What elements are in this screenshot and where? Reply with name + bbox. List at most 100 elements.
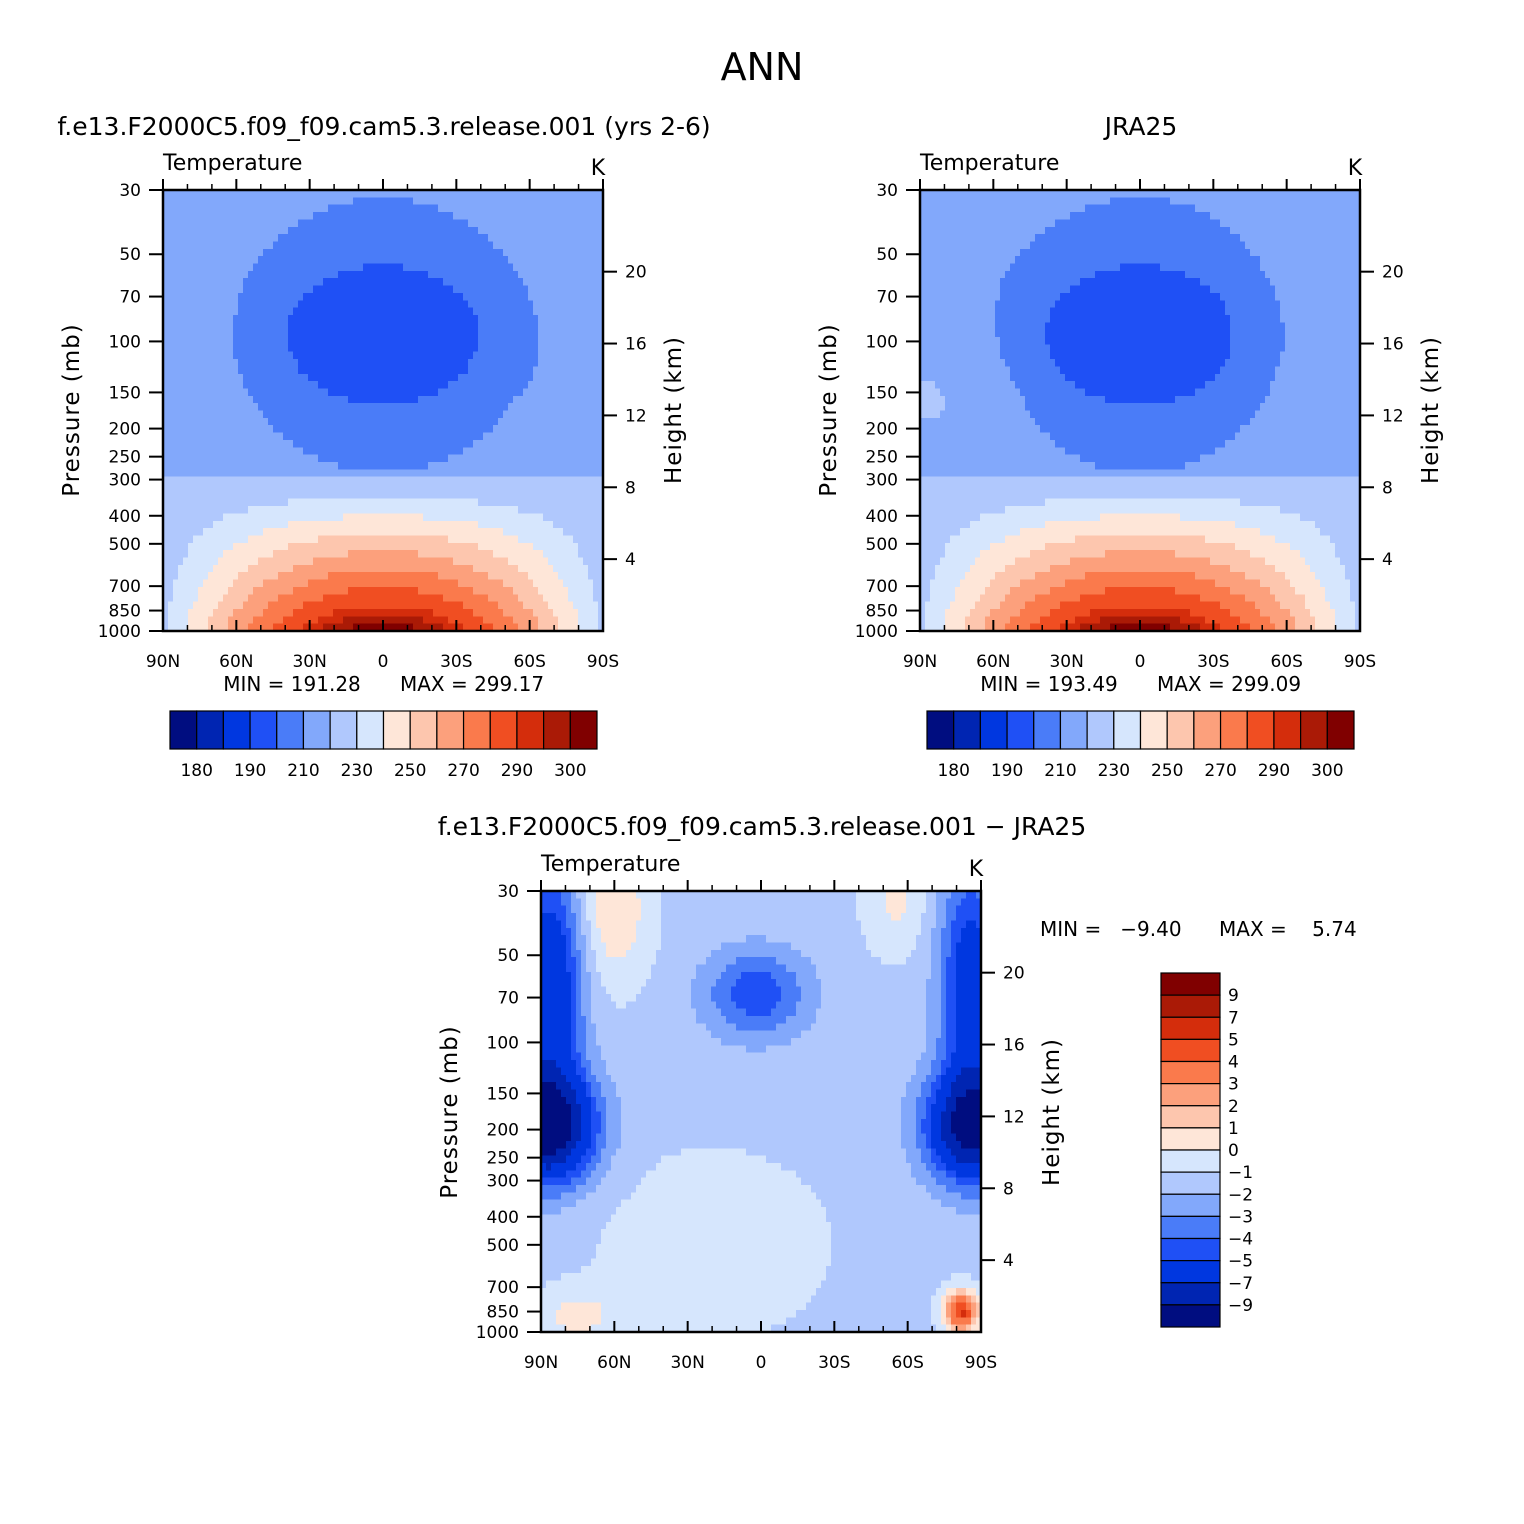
contour-cell	[163, 359, 169, 367]
contour-cell	[218, 366, 224, 375]
contour-cell	[188, 285, 194, 294]
contour-cell	[373, 226, 379, 235]
contour-cell	[258, 491, 264, 500]
contour-cell	[443, 248, 449, 257]
contour-cell	[308, 586, 314, 595]
contour-cell	[438, 395, 444, 404]
contour-cell	[188, 484, 194, 492]
contour-cell	[468, 403, 474, 412]
contour-cell	[213, 351, 219, 360]
contour-cell	[333, 579, 339, 588]
contour-cell	[503, 292, 509, 301]
contour-cell	[203, 307, 209, 316]
contour-cell	[443, 579, 449, 588]
contour-cell	[578, 219, 584, 228]
contour-cell	[468, 513, 474, 522]
contour-cell	[483, 307, 489, 316]
contour-cell	[448, 513, 454, 522]
contour-cell	[198, 388, 204, 397]
contour-cell	[478, 395, 484, 404]
contour-cell	[313, 461, 319, 470]
contour-cell	[193, 226, 199, 235]
contour-cell	[193, 292, 199, 301]
contour-cell	[458, 535, 464, 544]
contour-cell	[338, 403, 344, 412]
contour-cell	[393, 469, 399, 478]
contour-cell	[393, 314, 399, 323]
contour-cell	[323, 528, 329, 537]
contour-cell	[508, 484, 514, 492]
contour-cell	[228, 454, 234, 463]
contour-cell	[428, 359, 434, 367]
contour-cell	[288, 322, 294, 331]
contour-cell	[338, 212, 344, 220]
contour-cell	[348, 263, 354, 272]
contour-cell	[308, 513, 314, 522]
contour-cell	[173, 226, 179, 235]
contour-cell	[178, 454, 184, 463]
contour-cell	[568, 520, 574, 529]
contour-cell	[393, 432, 399, 441]
contour-cell	[348, 528, 354, 537]
contour-cell	[423, 586, 429, 595]
contour-cell	[178, 535, 184, 544]
contour-cell	[558, 256, 564, 265]
contour-cell	[448, 403, 454, 412]
contour-cell	[278, 395, 284, 404]
contour-cell	[583, 226, 589, 235]
contour-cell	[418, 498, 424, 507]
contour-cell	[433, 337, 439, 345]
contour-cell	[483, 204, 489, 213]
contour-cell	[473, 520, 479, 529]
contour-cell	[408, 204, 414, 213]
contour-cell	[213, 542, 219, 551]
contour-cell	[213, 226, 219, 235]
contour-cell	[228, 439, 234, 448]
contour-cell	[273, 564, 279, 573]
contour-cell	[548, 270, 554, 279]
contour-cell	[248, 417, 254, 426]
contour-cell	[248, 381, 254, 390]
contour-cell	[593, 447, 599, 456]
contour-cell	[258, 226, 264, 235]
contour-cell	[338, 454, 344, 463]
contour-cell	[578, 270, 584, 279]
contour-cell	[208, 307, 214, 316]
contour-cell	[353, 190, 359, 198]
contour-cell	[583, 322, 589, 331]
contour-cell	[428, 300, 434, 309]
contour-cell	[413, 586, 419, 595]
contour-cell	[228, 461, 234, 470]
contour-cell	[528, 395, 534, 404]
contour-cell	[468, 359, 474, 367]
contour-cell	[518, 432, 524, 441]
contour-cell	[573, 498, 579, 507]
contour-cell	[553, 439, 559, 448]
contour-cell	[548, 256, 554, 265]
contour-cell	[428, 601, 434, 610]
contour-cell	[428, 278, 434, 287]
contour-cell	[463, 586, 469, 595]
contour-cell	[443, 403, 449, 412]
contour-cell	[408, 322, 414, 331]
contour-cell	[298, 506, 304, 514]
contour-cell	[533, 410, 539, 419]
contour-cell	[348, 410, 354, 419]
contour-cell	[518, 204, 524, 213]
contour-cell	[568, 292, 574, 301]
contour-cell	[528, 410, 534, 419]
contour-cell	[263, 572, 269, 581]
contour-cell	[173, 410, 179, 419]
contour-cell	[353, 410, 359, 419]
contour-cell	[553, 314, 559, 323]
contour-cell	[478, 586, 484, 595]
contour-cell	[443, 285, 449, 294]
contour-cell	[293, 337, 299, 345]
contour-cell	[303, 410, 309, 419]
contour-cell	[283, 248, 289, 257]
contour-cell	[258, 520, 264, 529]
contour-cell	[528, 256, 534, 265]
contour-cell	[258, 461, 264, 470]
contour-cell	[463, 344, 469, 353]
contour-cell	[583, 417, 589, 426]
